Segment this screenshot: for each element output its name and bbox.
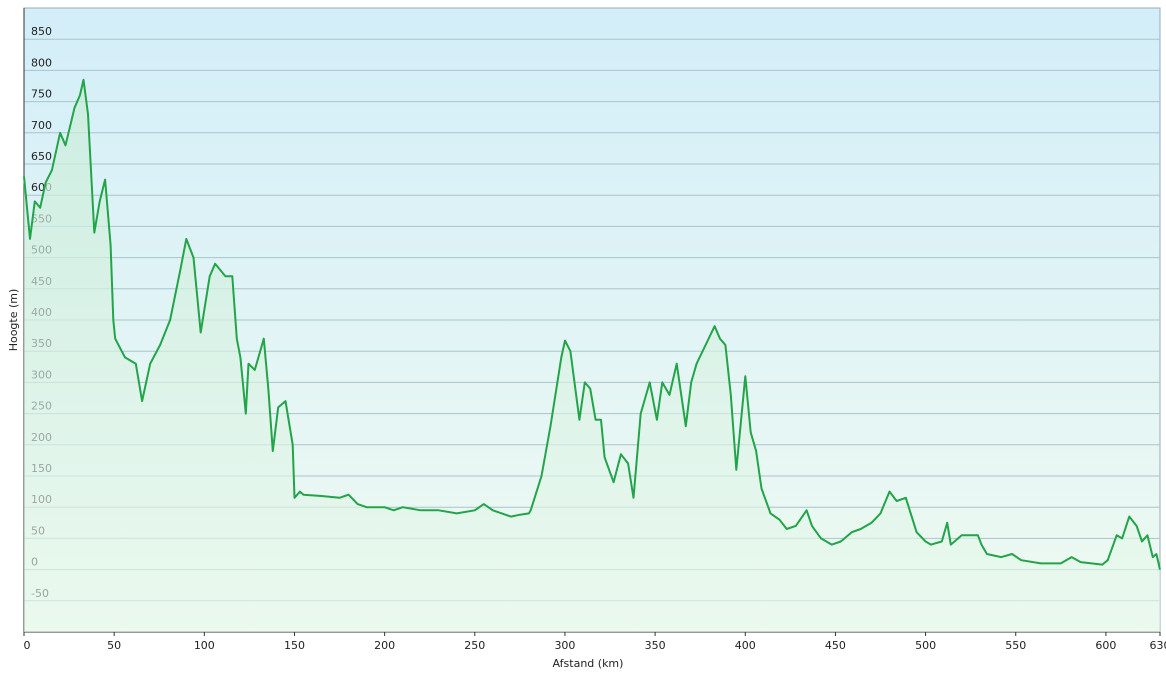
line [23, 78, 1161, 570]
x-tick-label: 0 [24, 639, 31, 652]
x-tick-label: 50 [107, 639, 121, 652]
x-tick-label: 400 [735, 639, 756, 652]
x-tick-label: 150 [284, 639, 305, 652]
y-tick-label: 850 [31, 25, 52, 38]
x-tick-label: 300 [554, 639, 575, 652]
x-tick-label: 500 [915, 639, 936, 652]
x-tick-label: 250 [464, 639, 485, 652]
area [24, 79, 1160, 633]
x-tick-label: 630 [1150, 639, 1166, 652]
x-tick-label: 550 [1005, 639, 1026, 652]
x-tick-label: 350 [645, 639, 666, 652]
y-tick-label: 750 [31, 88, 52, 101]
x-tick-label: 450 [825, 639, 846, 652]
x-axis-label: Afstand (km) [553, 657, 624, 670]
y-tick-label: 650 [31, 150, 52, 163]
x-tick-label: 600 [1095, 639, 1116, 652]
y-axis-label: Hoogte (m) [7, 289, 20, 352]
x-tick-label: 200 [374, 639, 395, 652]
y-tick-label: 800 [31, 56, 52, 69]
y-tick-label: 700 [31, 119, 52, 132]
x-tick-label: 100 [194, 639, 215, 652]
